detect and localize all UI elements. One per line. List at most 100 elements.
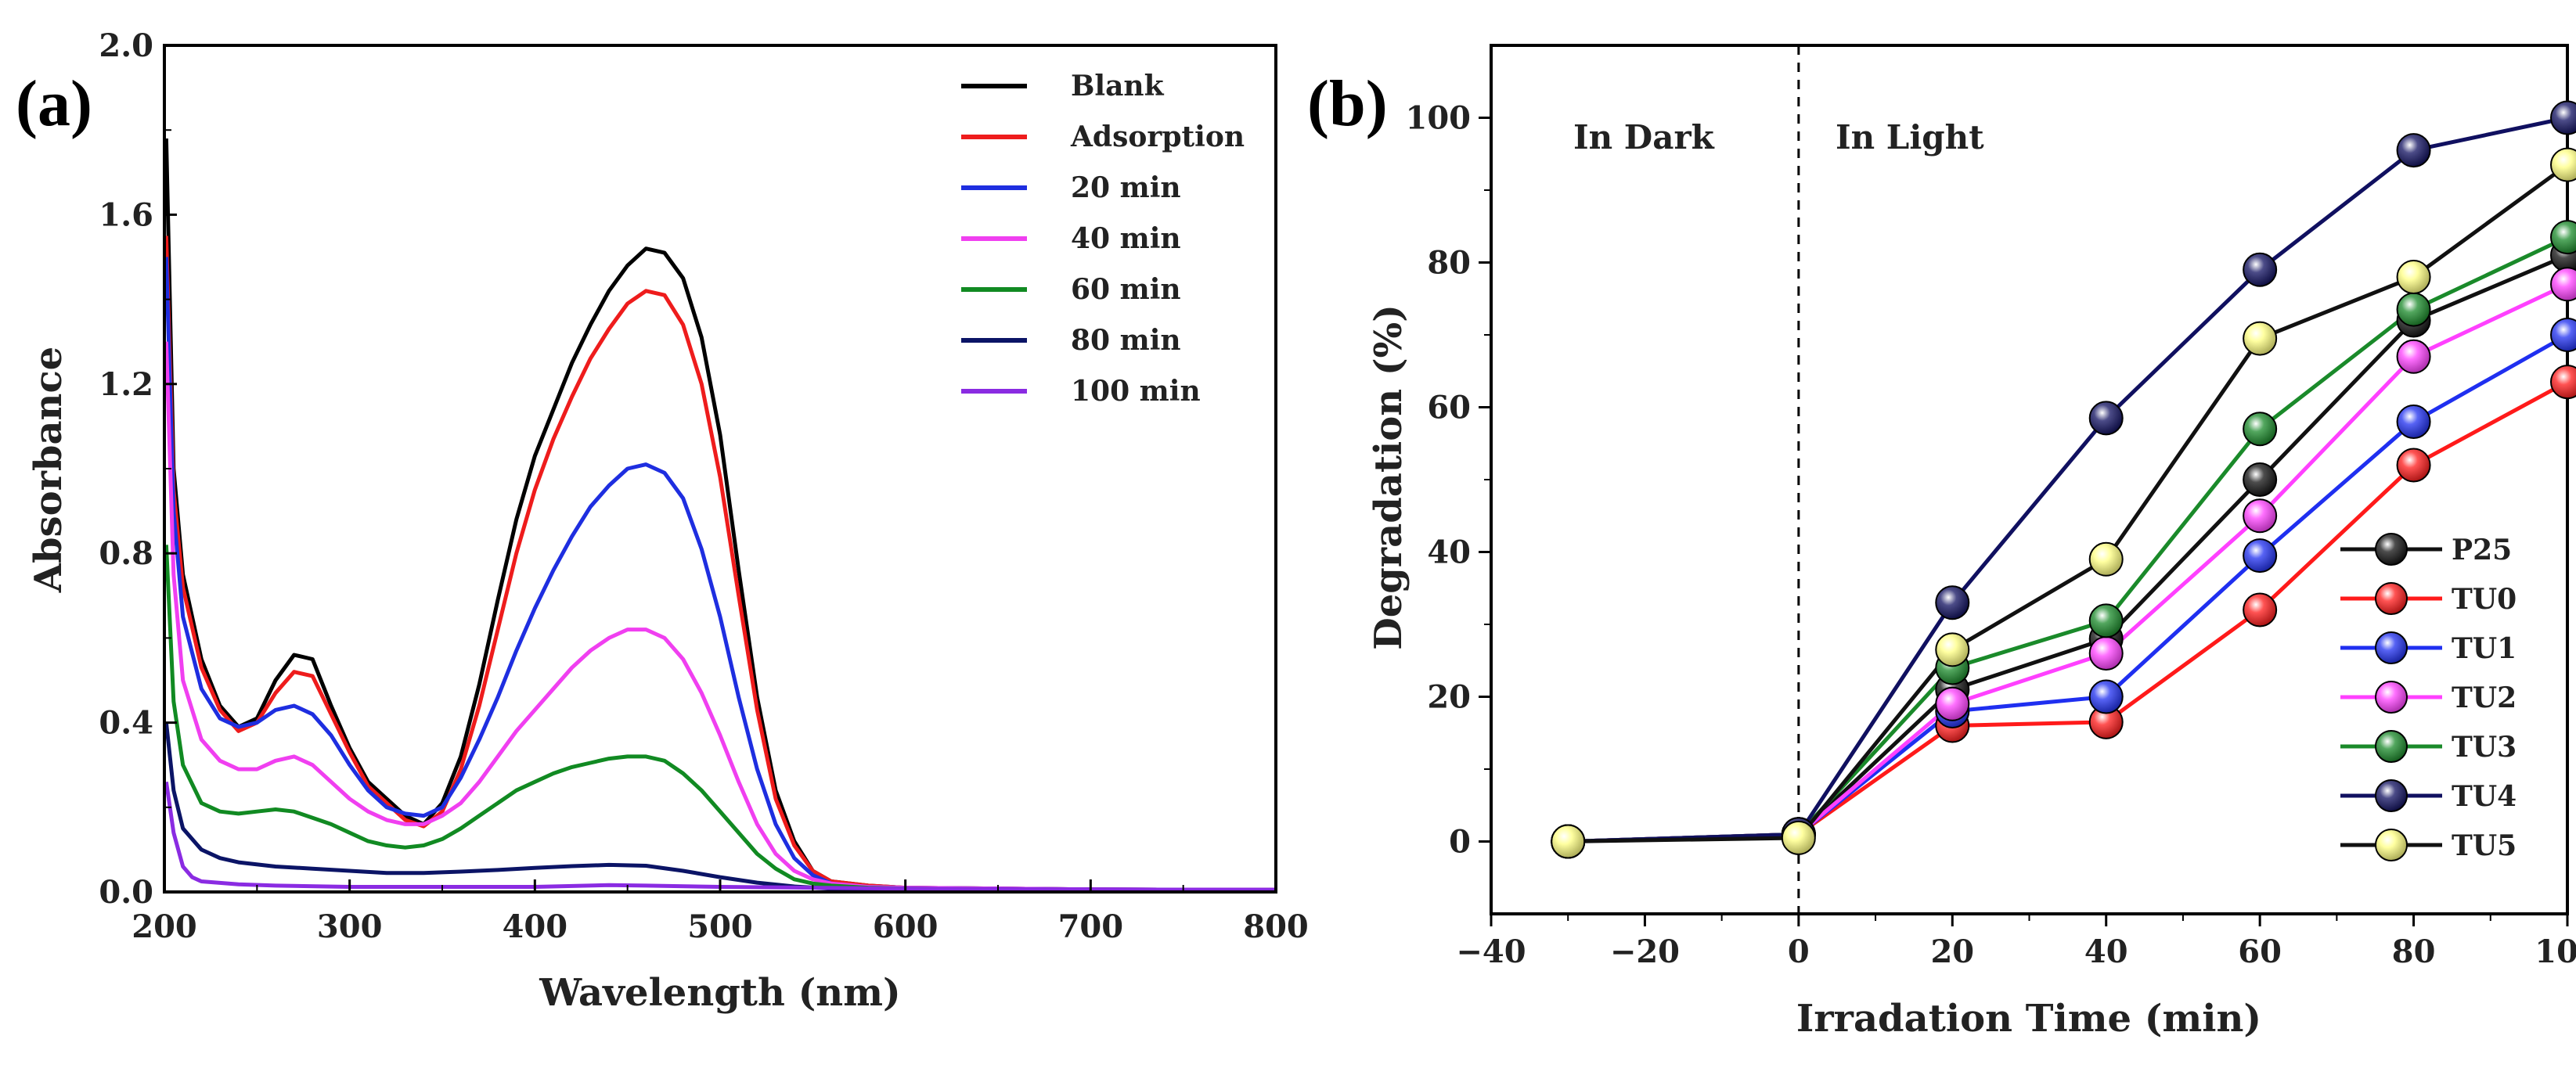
panel-b-ticks: −40 −20 0 20 40 60 80 100 0 20 40 60 80 100 xyxy=(1406,100,2576,971)
data-point-tu0 xyxy=(2550,365,2576,400)
panel-a-ylabel: Absorbance xyxy=(27,347,70,593)
panel-b-xlabel: Irradation Time (min) xyxy=(1796,997,2261,1041)
spectrum-line-blank xyxy=(164,138,1277,892)
legend-swatch-marker-tu3 xyxy=(2375,730,2408,763)
panel-b-series xyxy=(1551,100,2576,859)
data-point-tu5 xyxy=(2088,541,2124,577)
legend-label-40-min: 40 min xyxy=(1071,222,1181,255)
a-ytick-label: 0.8 xyxy=(99,535,153,572)
data-point-tu4 xyxy=(2396,133,2431,168)
data-point-tu2 xyxy=(1935,686,1970,721)
panel-b-legend: P25 TU0 TU1 TU2 TU3 TU4 TU5 xyxy=(2340,533,2517,862)
data-point-tu5 xyxy=(1781,820,1816,855)
legend-swatch-marker-tu5 xyxy=(2375,829,2408,861)
data-point-tu5 xyxy=(1551,824,1586,859)
a-ytick-label: 0.0 xyxy=(99,874,153,911)
panel-b: (b) In Dark In Light −40 −20 0 20 40 60 80 100 0… xyxy=(1307,44,2576,1041)
data-point-tu3 xyxy=(2243,412,2278,447)
a-xtick-label: 700 xyxy=(1058,908,1124,945)
b-xtick-label: 40 xyxy=(2084,933,2128,970)
panel-b-ylabel: Degradation (%) xyxy=(1367,304,1410,650)
data-point-tu0 xyxy=(2396,448,2431,483)
spectrum-line-80-min xyxy=(164,722,1277,893)
data-point-tu5 xyxy=(2396,260,2431,294)
panel-a-label: (a) xyxy=(16,67,92,140)
b-xtick-label: 80 xyxy=(2392,933,2436,970)
b-ytick-label: 0 xyxy=(1449,824,1471,861)
data-point-tu4 xyxy=(2088,401,2124,436)
b-ytick-label: 40 xyxy=(1427,534,1471,571)
panel-a: (a) 200 300 400 500 600 700 800 0.0 0.4 0.8 1.2 1.6… xyxy=(16,27,1309,1015)
data-point-tu3 xyxy=(2550,220,2576,255)
a-xtick-label: 600 xyxy=(873,908,939,945)
data-point-tu4 xyxy=(2243,252,2278,287)
legend-label-tu1: TU1 xyxy=(2452,632,2517,665)
data-point-tu1 xyxy=(2243,538,2278,574)
data-point-tu5 xyxy=(1935,632,1970,667)
b-xtick-label: 60 xyxy=(2238,933,2282,970)
legend-label-p25: P25 xyxy=(2452,534,2512,566)
legend-swatch-marker-p25 xyxy=(2375,533,2408,566)
a-ytick-label: 2.0 xyxy=(99,27,153,64)
legend-label-blank: Blank xyxy=(1071,70,1165,102)
data-point-tu5 xyxy=(2550,147,2576,182)
b-xtick-label: 0 xyxy=(1788,933,1810,970)
b-ytick-label: 60 xyxy=(1427,390,1471,426)
legend-swatch-marker-tu4 xyxy=(2375,779,2408,812)
data-point-tu2 xyxy=(2243,498,2278,534)
data-point-tu2 xyxy=(2550,267,2576,302)
legend-label-tu4: TU4 xyxy=(2452,780,2517,813)
legend-swatch-marker-tu0 xyxy=(2375,582,2408,615)
b-xtick-label: 100 xyxy=(2535,933,2576,970)
legend-label-tu3: TU3 xyxy=(2452,731,2517,764)
legend-label-60-min: 60 min xyxy=(1071,273,1181,306)
b-xtick-label: −40 xyxy=(1456,933,1526,970)
data-point-tu1 xyxy=(2088,679,2124,714)
a-xtick-label: 400 xyxy=(503,908,568,945)
b-xtick-label: −20 xyxy=(1610,933,1680,970)
legend-label-tu5: TU5 xyxy=(2452,829,2517,862)
data-point-tu1 xyxy=(2396,405,2431,439)
a-xtick-label: 300 xyxy=(317,908,383,945)
data-point-tu4 xyxy=(1935,585,1970,620)
panel-a-ticks: 200 300 400 500 600 700 800 0.0 0.4 0.8 1.2 1.6 2.0 xyxy=(99,27,1308,945)
data-point-tu5 xyxy=(2243,321,2278,356)
b-ytick-label: 20 xyxy=(1427,679,1471,716)
spectrum-line-adsorption xyxy=(164,236,1277,892)
panel-a-series xyxy=(164,138,1277,893)
data-point-tu3 xyxy=(2088,603,2124,638)
a-xtick-label: 500 xyxy=(687,908,753,945)
a-ytick-label: 1.6 xyxy=(99,196,153,233)
b-ytick-label: 100 xyxy=(1406,100,1472,137)
legend-swatch-marker-tu1 xyxy=(2375,631,2408,664)
legend-label-tu0: TU0 xyxy=(2452,583,2517,616)
spectrum-line-40-min xyxy=(164,341,1277,892)
legend-label-100-min: 100 min xyxy=(1071,375,1201,408)
panel-a-legend: Blank Adsorption 20 min 40 min 60 min 80 min 1… xyxy=(961,70,1245,408)
legend-swatch-marker-tu2 xyxy=(2375,681,2408,714)
legend-label-tu2: TU2 xyxy=(2452,681,2517,714)
a-xtick-label: 200 xyxy=(132,908,197,945)
data-point-tu1 xyxy=(2550,318,2576,352)
legend-label-adsorption: Adsorption xyxy=(1070,120,1245,153)
a-xtick-label: 800 xyxy=(1243,908,1309,945)
data-point-tu3 xyxy=(2396,292,2431,327)
b-ytick-label: 80 xyxy=(1427,245,1471,282)
data-point-tu4 xyxy=(2550,100,2576,135)
a-ytick-label: 0.4 xyxy=(99,705,153,742)
annotation-in-dark: In Dark xyxy=(1573,118,1715,156)
data-point-tu2 xyxy=(2396,339,2431,374)
legend-label-20-min: 20 min xyxy=(1071,171,1181,204)
panel-b-label: (b) xyxy=(1307,67,1388,140)
data-point-p25 xyxy=(2243,462,2278,497)
data-point-tu0 xyxy=(2243,592,2278,627)
data-point-tu2 xyxy=(2088,636,2124,671)
panel-a-xlabel: Wavelength (nm) xyxy=(539,971,900,1015)
annotation-in-light: In Light xyxy=(1836,118,1984,156)
b-xtick-label: 20 xyxy=(1930,933,1974,970)
legend-label-80-min: 80 min xyxy=(1071,324,1181,357)
a-ytick-label: 1.2 xyxy=(99,366,153,403)
spectrum-line-60-min xyxy=(164,545,1277,893)
spectrum-line-100-min xyxy=(164,781,1277,892)
